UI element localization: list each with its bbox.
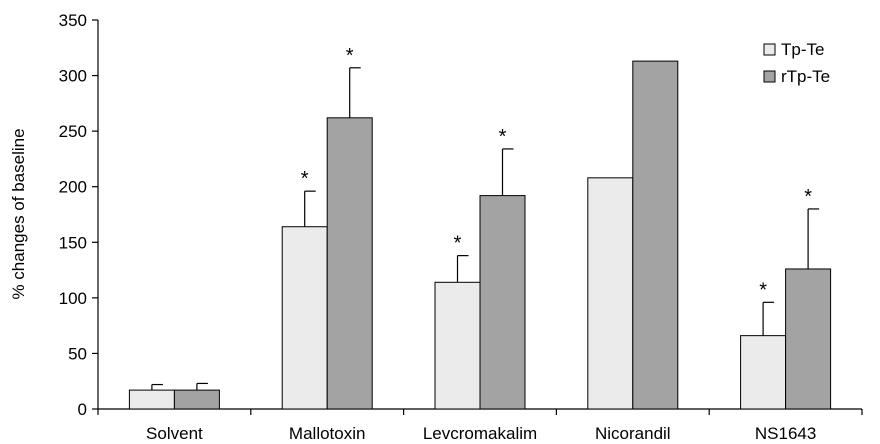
- bar-tp-te-solvent: [128, 389, 175, 410]
- significance-marker: *: [759, 279, 767, 301]
- bar-rtp-te-ns1643: [785, 268, 832, 410]
- y-tick-label: 200: [59, 178, 87, 197]
- y-tick-label: 350: [59, 11, 87, 30]
- significance-marker: *: [346, 45, 354, 67]
- bar-rtp-te-levcromakalim: [479, 195, 526, 410]
- bar-rtp-te-solvent: [173, 389, 220, 410]
- bar-tp-te-ns1643: [740, 335, 787, 410]
- significance-marker: *: [499, 126, 507, 148]
- legend-label: rTp-Te: [781, 67, 830, 86]
- y-tick-label: 150: [59, 233, 87, 252]
- legend-swatch: [763, 70, 776, 83]
- bar-rtp-te-mallotoxin: [326, 117, 373, 410]
- bar-rtp-te-nicorandil: [632, 60, 679, 410]
- bars: * * * * * *: [128, 45, 832, 410]
- y-tick-label: 0: [78, 400, 87, 419]
- significance-marker: *: [454, 233, 462, 255]
- x-tick-label: Mallotoxin: [289, 424, 366, 443]
- significance-marker: *: [301, 168, 309, 190]
- bar-tp-te-nicorandil: [587, 177, 634, 410]
- x-tick-label: Nicorandil: [595, 424, 671, 443]
- y-axis-label: % changes of baseline: [9, 128, 28, 299]
- y-tick-label: 300: [59, 67, 87, 86]
- axes: 0 50 100 150 200 250 300 350 Solvent Mallotoxin Le…: [59, 11, 863, 443]
- significance-marker: *: [804, 186, 812, 208]
- x-tick-label: NS1643: [755, 424, 816, 443]
- y-tick-label: 250: [59, 122, 87, 141]
- legend: Tp-Te rTp-Te: [763, 40, 830, 86]
- bar-tp-te-levcromakalim: [434, 281, 481, 410]
- y-tick-label: 50: [68, 344, 87, 363]
- legend-swatch: [763, 43, 776, 56]
- bar-tp-te-mallotoxin: [281, 226, 328, 410]
- x-tick-label: Levcromakalim: [423, 424, 537, 443]
- y-tick-label: 100: [59, 289, 87, 308]
- legend-label: Tp-Te: [781, 40, 824, 59]
- x-tick-label: Solvent: [146, 424, 203, 443]
